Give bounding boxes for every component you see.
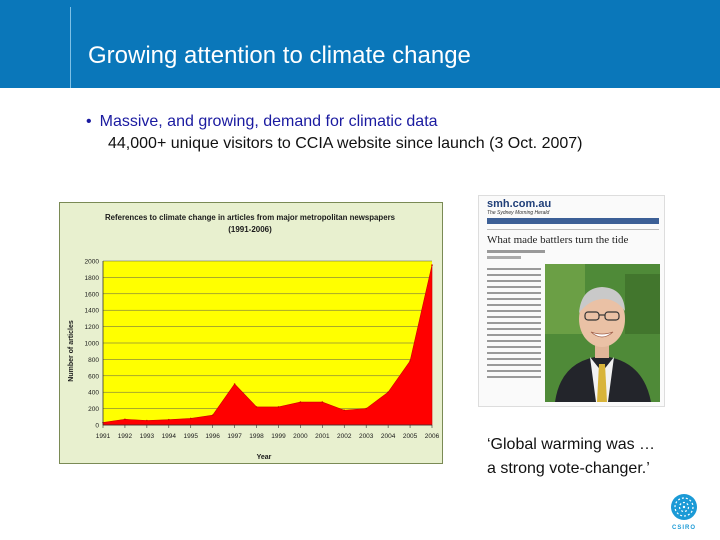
- x-tick-label: 1998: [249, 433, 264, 440]
- x-tick-label: 2000: [293, 433, 308, 440]
- article-dateline: [487, 256, 521, 259]
- data-point: [343, 409, 346, 412]
- data-point: [233, 383, 236, 385]
- x-tick-label: 1992: [118, 433, 133, 440]
- data-point: [387, 391, 389, 393]
- x-tick-label: 2002: [337, 433, 352, 440]
- quote-text: ‘Global warming was … a strong vote-chan…: [487, 433, 655, 481]
- quote-line-1: ‘Global warming was …: [487, 436, 656, 453]
- article-byline: [487, 250, 545, 253]
- article-headline: What made battlers turn the tide: [487, 234, 629, 246]
- article-photo: [545, 264, 660, 402]
- data-point: [255, 406, 258, 408]
- y-tick-label: 1600: [85, 291, 100, 298]
- data-point: [431, 264, 433, 266]
- csiro-logo-text: CSIRO: [672, 525, 696, 531]
- x-tick-label: 2005: [403, 433, 418, 440]
- csiro-logo: CSIRO: [666, 492, 702, 532]
- x-tick-label: 2001: [315, 433, 330, 440]
- data-point: [321, 401, 324, 403]
- article-divider: [487, 229, 659, 230]
- x-tick-label: 2003: [359, 433, 374, 440]
- y-axis-label: Number of articles: [68, 320, 75, 382]
- data-point: [277, 406, 280, 408]
- data-point: [124, 418, 126, 421]
- chart-title: References to climate change in articles…: [105, 213, 396, 222]
- chart-subtitle: (1991-2006): [228, 225, 272, 234]
- title-bar: [0, 0, 720, 88]
- x-tick-label: 1993: [140, 433, 155, 440]
- slide-title: Growing attention to climate change: [88, 42, 471, 69]
- newspaper-article-image: smh.com.au The Sydney Morning Herald Wha…: [478, 195, 665, 407]
- x-axis-label: Year: [257, 454, 272, 461]
- y-tick-label: 400: [88, 390, 99, 397]
- data-point: [365, 407, 368, 410]
- y-tick-label: 1000: [85, 341, 100, 348]
- article-masthead: The Sydney Morning Herald: [487, 210, 550, 216]
- x-tick-label: 1991: [96, 433, 111, 440]
- x-tick-label: 1999: [271, 433, 286, 440]
- data-point: [409, 360, 411, 362]
- newspaper-chart: References to climate change in articles…: [59, 202, 443, 464]
- article-body-text: [487, 268, 541, 382]
- data-point: [189, 417, 192, 420]
- x-tick-label: 2006: [425, 433, 440, 440]
- x-tick-label: 1994: [162, 433, 177, 440]
- visitors-line: 44,000+ unique visitors to CCIA website …: [108, 135, 583, 152]
- title-divider: [70, 7, 71, 88]
- y-tick-label: 600: [88, 373, 99, 380]
- quote-line-2: a strong vote-changer.’: [487, 460, 650, 477]
- y-tick-label: 2000: [85, 259, 100, 266]
- bullet-text: Massive, and growing, demand for climati…: [99, 113, 438, 130]
- data-point: [211, 414, 214, 416]
- bullet-dot-icon: •: [86, 113, 92, 130]
- y-tick-label: 200: [88, 406, 99, 413]
- y-tick-label: 0: [95, 423, 99, 430]
- x-tick-label: 1997: [227, 433, 242, 440]
- chart-svg: References to climate change in articles…: [68, 213, 440, 461]
- data-point: [168, 418, 170, 421]
- data-point: [146, 419, 148, 422]
- y-tick-label: 800: [88, 357, 99, 364]
- x-tick-label: 2004: [381, 433, 396, 440]
- y-tick-label: 1200: [85, 324, 100, 331]
- y-tick-label: 1400: [85, 308, 100, 315]
- data-point: [299, 401, 302, 403]
- article-nav-bar: [487, 218, 659, 224]
- x-tick-label: 1995: [183, 433, 198, 440]
- bullet-point: • Massive, and growing, demand for climat…: [86, 113, 438, 131]
- x-tick-label: 1996: [205, 433, 220, 440]
- article-site-name: smh.com.au: [487, 198, 552, 210]
- y-tick-label: 1800: [85, 275, 100, 282]
